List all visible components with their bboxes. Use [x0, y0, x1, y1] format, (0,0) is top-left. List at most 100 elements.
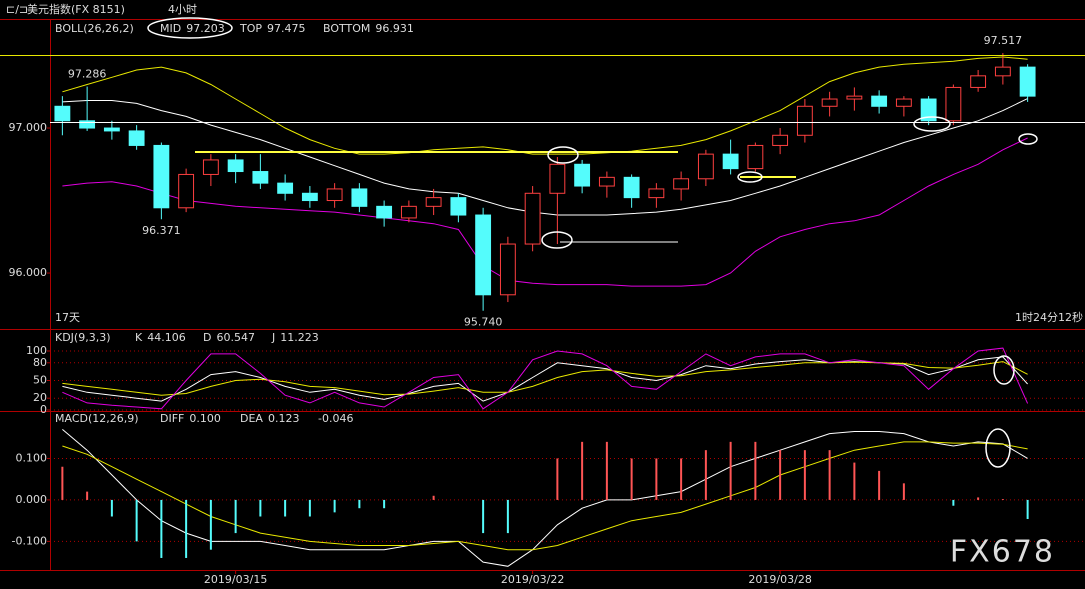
candle-body	[128, 130, 145, 146]
candle-body	[202, 159, 219, 175]
x-tick-label: 2019/03/28	[748, 573, 811, 586]
readout: K 44.106	[135, 331, 186, 344]
candle-body	[153, 144, 170, 209]
candle-body	[722, 153, 739, 170]
indicator-label: MACD(12,26,9)	[55, 412, 139, 425]
extreme-label: 97.286	[68, 68, 107, 81]
extreme-label: 97.517	[984, 34, 1023, 47]
y-tick-label: 0	[40, 403, 47, 416]
candle-body	[623, 176, 640, 199]
readout: DEA 0.123	[240, 412, 299, 425]
readout-name: DEA	[240, 412, 263, 425]
chart-title: 美元指数(FX 8151)	[27, 2, 125, 16]
candle-body	[499, 243, 516, 296]
x-tick-label: 2019/03/15	[204, 573, 267, 586]
drawn-ellipse	[993, 355, 1015, 385]
candle-body	[747, 144, 764, 170]
y-tick-label: 20	[33, 391, 47, 404]
candle-body	[549, 163, 566, 194]
drawn-ellipse	[985, 428, 1011, 468]
candle-body	[252, 171, 269, 184]
candle-body	[895, 98, 912, 107]
candle-body	[994, 66, 1011, 77]
candle-body	[277, 182, 294, 194]
candle-body	[376, 205, 393, 219]
series-line	[62, 137, 1028, 287]
y-tick-label: 96.000	[9, 266, 48, 279]
panel	[54, 53, 1036, 311]
readout-name: K	[135, 331, 143, 344]
drawn-ellipse	[541, 231, 573, 249]
y-tick-label: 100	[26, 344, 47, 357]
indicator-label: KDJ(9,3,3)	[55, 331, 111, 344]
candle-body	[697, 153, 714, 180]
extreme-label: 95.740	[464, 316, 503, 329]
readout-value: 96.931	[375, 22, 414, 35]
candle-body	[79, 120, 96, 129]
candle-body	[400, 205, 417, 219]
candle-body	[796, 105, 813, 136]
footer-right: 1时24分12秒	[1015, 310, 1083, 324]
drawn-ellipse	[737, 171, 763, 183]
y-tick-label: 0.000	[16, 493, 48, 506]
candle-body	[524, 192, 541, 245]
candle-body	[475, 214, 492, 296]
readout-name: BOTTOM	[323, 22, 370, 35]
candle-body	[227, 159, 244, 173]
drawn-ellipse	[147, 17, 233, 39]
series-line	[62, 429, 1028, 567]
readout-value: 97.475	[267, 22, 306, 35]
candle-body	[871, 95, 888, 107]
series-line	[62, 347, 1029, 410]
y-tick-label: 50	[33, 373, 47, 386]
panel	[50, 429, 1085, 567]
readout-name: D	[203, 331, 211, 344]
candle-body	[920, 98, 937, 122]
candle-body	[574, 163, 591, 187]
y-tick-label: 97.000	[9, 121, 48, 134]
candle-body	[301, 192, 318, 202]
candle-body	[178, 173, 195, 209]
series-line	[62, 361, 1028, 396]
extreme-label: 96.371	[142, 224, 181, 237]
drawn-ellipse	[547, 146, 579, 164]
readout-name: TOP	[239, 22, 262, 35]
series-line	[62, 98, 1028, 216]
candle-body	[103, 127, 120, 132]
candle-body	[326, 188, 343, 202]
readout-name: DIFF	[160, 412, 184, 425]
readout-value: -0.046	[318, 412, 353, 425]
y-tick-label: 0.100	[16, 451, 48, 464]
x-tick-label: 2019/03/22	[501, 573, 564, 586]
panel-borders	[0, 19, 1085, 571]
readout: MID 97.203	[160, 22, 225, 35]
hand-annotations	[0, 17, 1085, 468]
readout-value: 0.123	[268, 412, 300, 425]
watermark: FX678	[950, 535, 1055, 570]
series-line	[62, 56, 1028, 155]
readout-value: 60.547	[216, 331, 255, 344]
chart-subtitle: 4小时	[168, 3, 197, 16]
candle-body	[772, 134, 789, 146]
candle-body	[425, 197, 442, 207]
window-icon: ⊏∕⊐	[6, 3, 28, 16]
readout-name: MID	[160, 22, 181, 35]
candle-body	[673, 178, 690, 190]
readout-value: 44.106	[147, 331, 186, 344]
candle-body	[648, 188, 665, 199]
candle-body	[846, 95, 863, 100]
indicator-label: BOLL(26,26,2)	[55, 22, 134, 35]
readout-value: 0.100	[189, 412, 221, 425]
candle-body	[821, 98, 838, 107]
candle-body	[351, 188, 368, 207]
footer-left: 17天	[55, 311, 80, 324]
candle-body	[970, 75, 987, 88]
readout-value: 11.223	[280, 331, 319, 344]
readout-value: 97.203	[186, 22, 225, 35]
candle-body	[1019, 66, 1036, 97]
candle-body	[598, 176, 615, 187]
readout-name: J	[271, 331, 275, 344]
panel	[50, 347, 1085, 411]
